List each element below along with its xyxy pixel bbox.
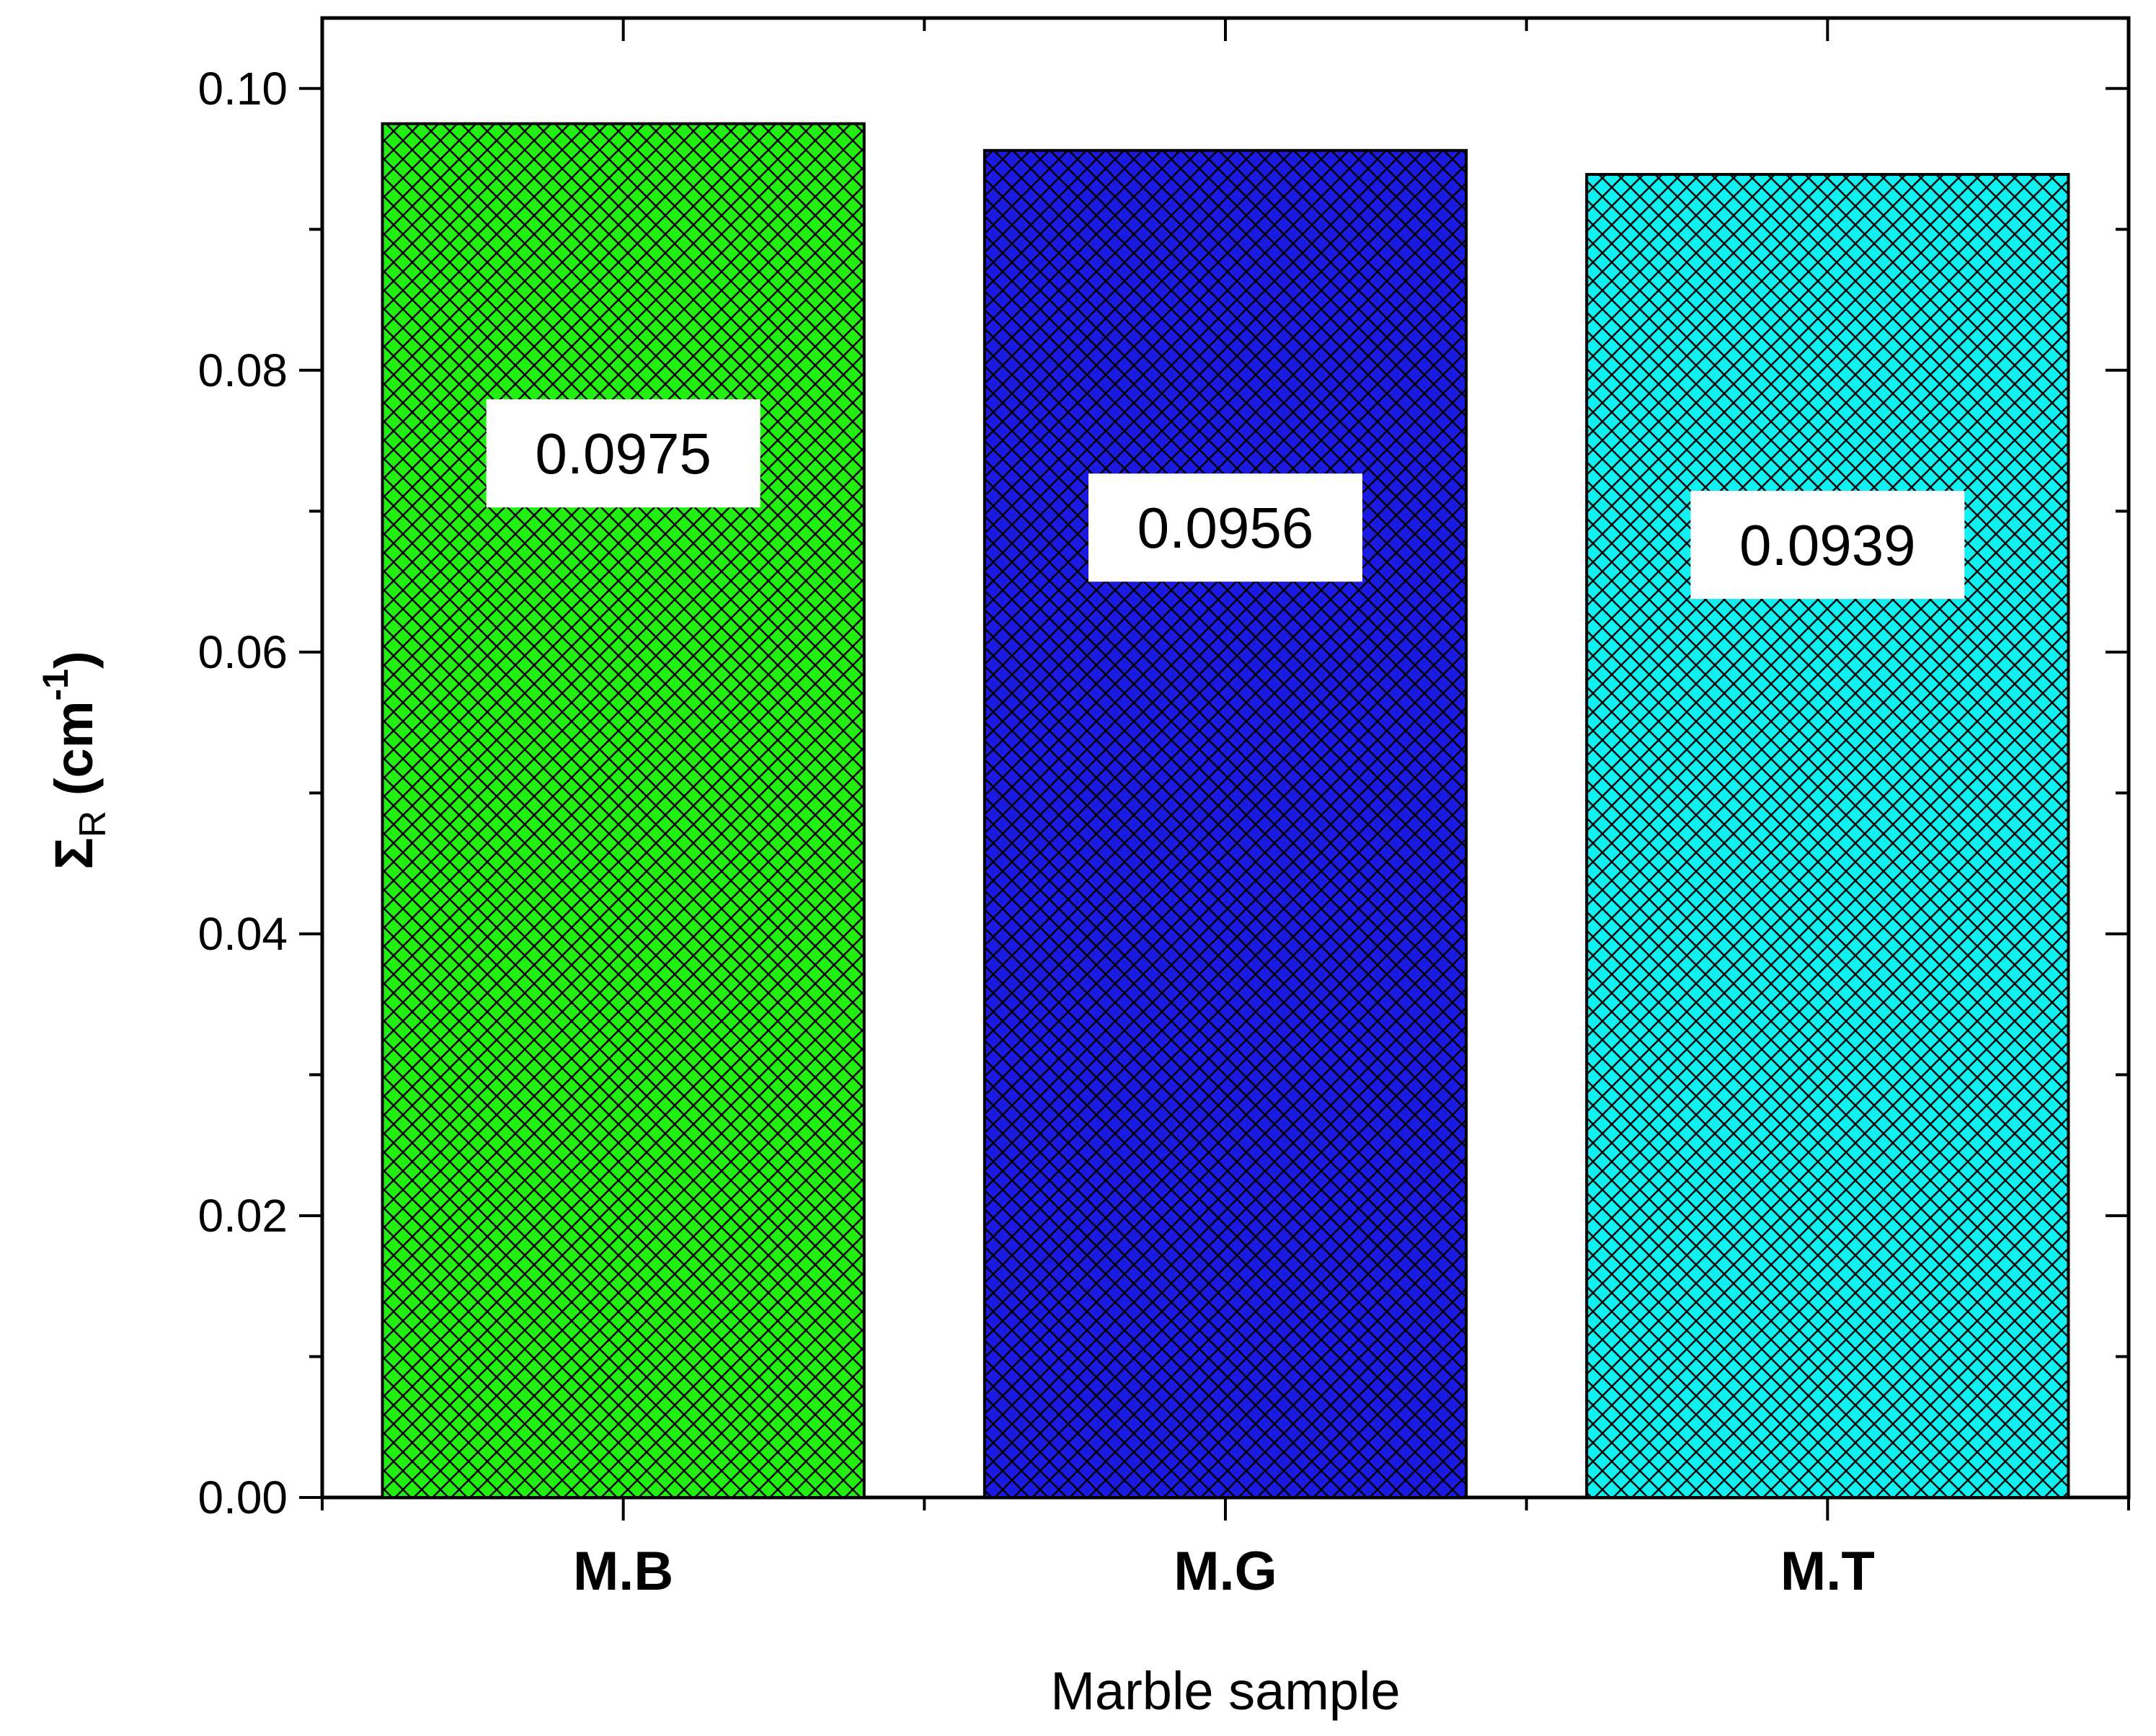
bar-hatch (381, 122, 866, 1500)
x-axis-ticks: M.B M.G M.T (321, 18, 2130, 1602)
data-label-box (1088, 473, 1362, 582)
data-label-box (486, 399, 760, 508)
y-tick-label: 0.08 (198, 344, 288, 396)
bar-hatch (982, 148, 1468, 1500)
y-tick-label: 0.04 (198, 908, 288, 960)
y-axis-label-unit: (cm (44, 700, 104, 810)
y-axis-ticks: 0.00 0.02 0.04 0.06 0.08 0.10 (198, 63, 2129, 1523)
x-tick-label: M.G (1174, 1541, 1277, 1602)
y-axis-label: ΣR (cm-1) (35, 651, 114, 869)
y-axis-label-symbol: Σ (44, 837, 104, 869)
data-label-box (1690, 491, 1965, 600)
y-axis-label-close: ) (44, 651, 104, 669)
data-label: 0.0956 (1137, 496, 1314, 560)
y-tick-label: 0.00 (198, 1472, 288, 1523)
y-axis-label-superscript: -1 (35, 669, 76, 700)
bar-hatch (1585, 173, 2070, 1500)
data-label: 0.0975 (535, 422, 711, 486)
bars-group: 0.0975 0.0956 0.0939 (381, 122, 2070, 1500)
x-axis-label: Marble sample (1050, 1661, 1400, 1721)
x-tick-label: M.T (1780, 1541, 1875, 1602)
data-label: 0.0939 (1739, 513, 1916, 577)
y-axis-label-subscript: R (72, 811, 114, 838)
y-tick-label: 0.10 (198, 63, 288, 115)
y-tick-label: 0.02 (198, 1190, 288, 1242)
x-tick-label: M.B (573, 1541, 673, 1602)
y-tick-label: 0.06 (198, 626, 288, 678)
